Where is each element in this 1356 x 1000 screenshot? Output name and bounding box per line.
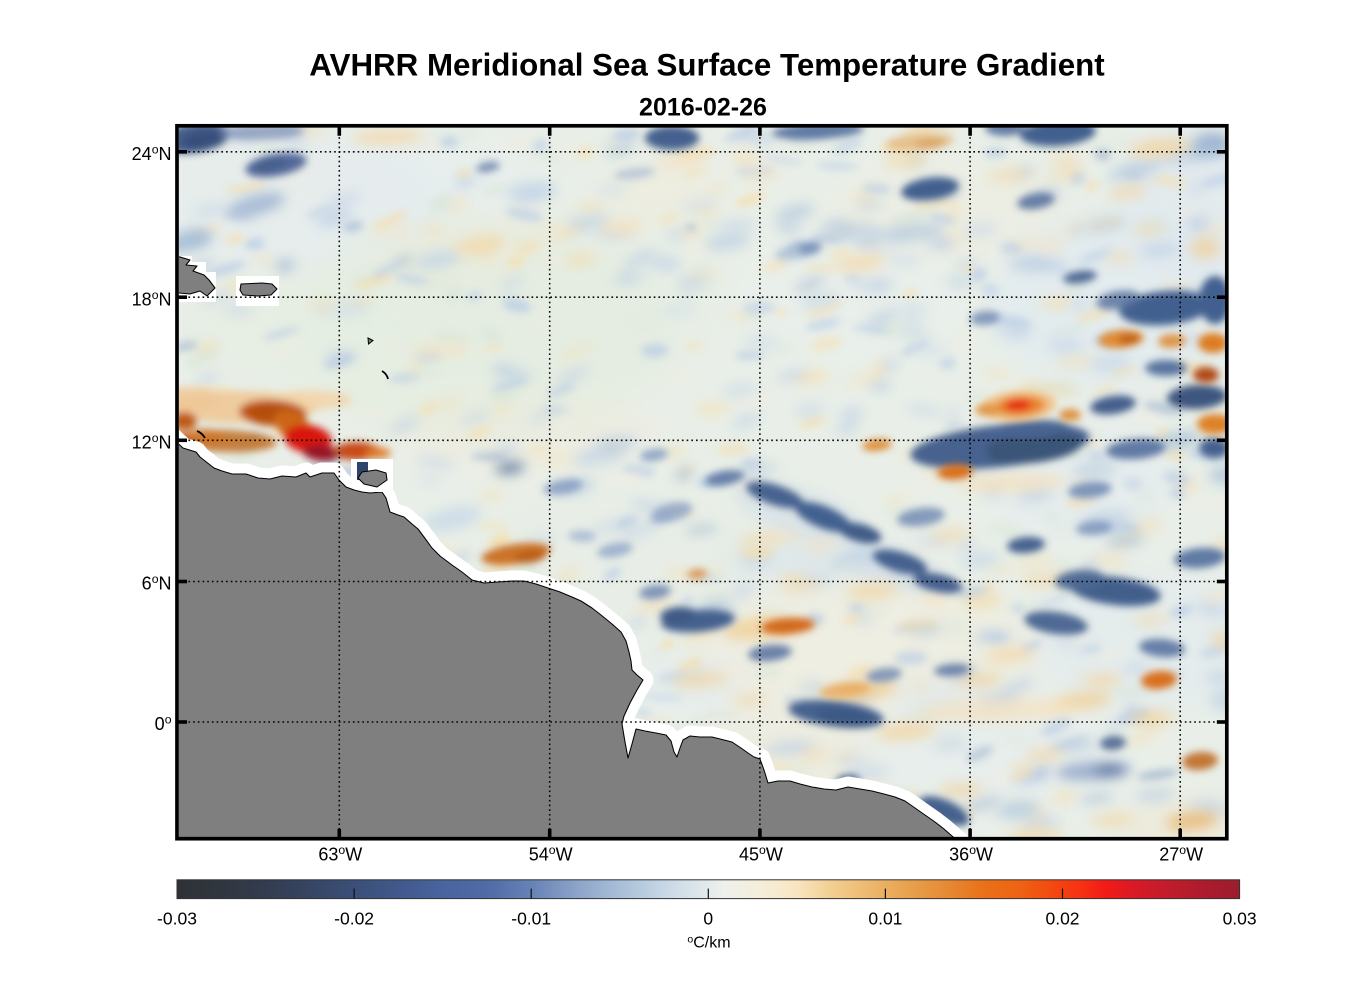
svg-text:oC/km: oC/km xyxy=(687,934,730,952)
svg-text:-0.03: -0.03 xyxy=(157,909,197,929)
svg-text:54oW: 54oW xyxy=(529,843,573,864)
svg-text:12oN: 12oN xyxy=(132,431,172,452)
svg-text:0.01: 0.01 xyxy=(868,909,902,929)
svg-text:36oW: 36oW xyxy=(949,843,993,864)
svg-text:0.02: 0.02 xyxy=(1045,909,1079,929)
svg-text:63oW: 63oW xyxy=(318,843,362,864)
svg-text:-0.02: -0.02 xyxy=(334,909,374,929)
svg-text:0.03: 0.03 xyxy=(1223,909,1257,929)
svg-text:0o: 0o xyxy=(155,713,172,734)
svg-text:18oN: 18oN xyxy=(132,288,172,309)
svg-text:45oW: 45oW xyxy=(739,843,783,864)
svg-text:-0.01: -0.01 xyxy=(511,909,551,929)
svg-text:0: 0 xyxy=(703,909,713,929)
svg-text:6oN: 6oN xyxy=(142,572,172,593)
svg-text:2016-02-26: 2016-02-26 xyxy=(639,94,767,122)
svg-text:AVHRR Meridional Sea Surface T: AVHRR Meridional Sea Surface Temperature… xyxy=(309,48,1105,83)
svg-text:24oN: 24oN xyxy=(132,143,172,164)
svg-text:27oW: 27oW xyxy=(1159,843,1203,864)
